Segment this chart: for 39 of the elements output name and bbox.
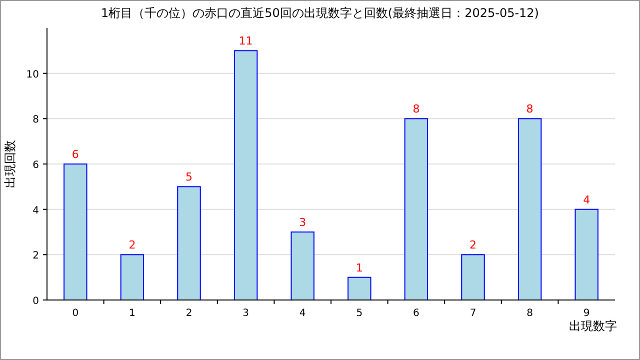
bar — [64, 164, 88, 300]
data-label: 8 — [526, 102, 534, 116]
chart-title: 1桁目（千の位）の赤口の直近50回の出現数字と回数(最終抽選日：2025-05-12) — [100, 6, 540, 20]
y-tick-label: 4 — [32, 205, 39, 216]
data-label: 8 — [412, 102, 420, 116]
bar — [120, 254, 144, 300]
bar — [404, 118, 428, 300]
data-label: 2 — [128, 238, 136, 252]
y-tick-label: 0 — [32, 296, 39, 307]
x-tick-label: 3 — [242, 308, 249, 319]
data-label: 6 — [72, 148, 79, 161]
y-tick-label: 6 — [32, 160, 39, 171]
y-axis-title: 出現回数 — [3, 140, 17, 188]
y-tick-label: 8 — [32, 114, 39, 126]
x-tick-label: 8 — [526, 308, 533, 319]
data-label: 1 — [356, 261, 363, 274]
x-tick-label: 9 — [583, 308, 590, 319]
data-label: 4 — [583, 193, 590, 206]
x-axis-title: 出現数字 — [569, 319, 617, 333]
bar — [518, 118, 542, 300]
data-label: 2 — [470, 238, 476, 252]
data-label: 3 — [299, 216, 306, 229]
y-tick-label: 2 — [32, 250, 39, 262]
bar — [348, 276, 372, 300]
x-tick-label: 6 — [413, 308, 420, 319]
bar — [290, 232, 314, 300]
x-tick-label: 7 — [470, 308, 476, 319]
x-tick-label: 0 — [72, 308, 79, 319]
data-label: 11 — [238, 34, 253, 48]
bar — [461, 254, 485, 300]
bar — [574, 208, 598, 300]
x-tick-label: 1 — [129, 308, 136, 319]
y-tick-label: 10 — [26, 69, 39, 80]
data-label: 5 — [186, 170, 192, 184]
x-tick-label: 2 — [186, 308, 192, 319]
x-tick-label: 5 — [356, 308, 363, 319]
bar — [177, 186, 201, 300]
x-tick-label: 4 — [299, 308, 306, 319]
bar — [234, 50, 258, 300]
